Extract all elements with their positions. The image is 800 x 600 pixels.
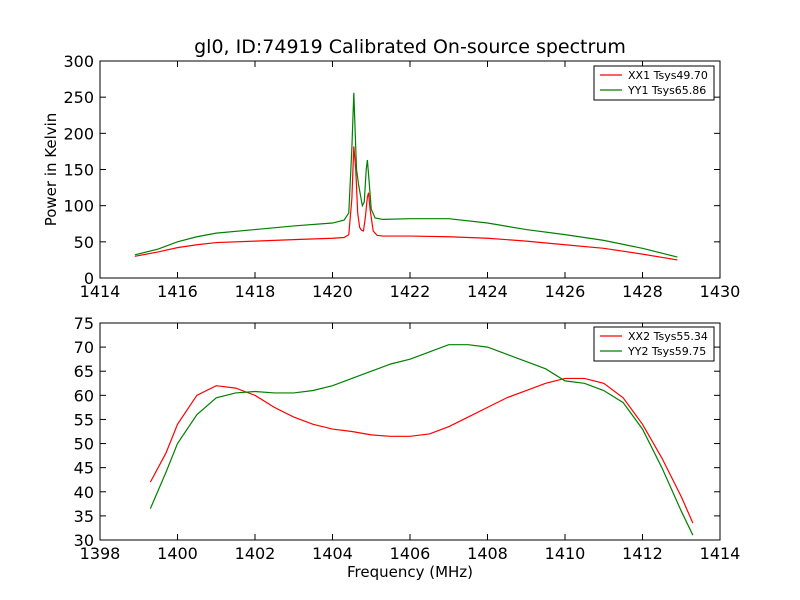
y-tick-label: 65 <box>74 362 94 381</box>
series-line-xx2 <box>149 377 694 524</box>
x-tick-label: 1400 <box>157 544 198 563</box>
x-tick-label: 1428 <box>622 282 663 301</box>
legend-entry: YY2 Tsys59.75 <box>627 345 706 358</box>
x-tick-label: 1402 <box>235 544 276 563</box>
x-tick-label: 1422 <box>390 282 431 301</box>
x-tick-label: 1430 <box>700 282 741 301</box>
x-tick-label: 1398 <box>80 544 121 563</box>
y-tick-label: 30 <box>74 531 94 550</box>
figure-title: gl0, ID:74919 Calibrated On-source spect… <box>194 36 626 58</box>
top-panel: 1414 1416 1418 1420 1422 1424 1426 1428 1430 0 50 1… <box>42 52 740 301</box>
x-tick-label: 1410 <box>545 544 586 563</box>
legend-entry: XX1 Tsys49.70 <box>628 69 708 82</box>
y-tick-label: 200 <box>63 124 94 143</box>
x-tick-label: 1404 <box>312 544 353 563</box>
y-tick-label: 55 <box>74 410 94 429</box>
y-tick-label: 70 <box>74 338 94 357</box>
x-tick-label: 1408 <box>467 544 508 563</box>
legend-box <box>593 65 715 101</box>
legend-entry: YY1 Tsys65.86 <box>627 84 706 97</box>
y-tick-label: 60 <box>74 386 94 405</box>
y-tick-label: 40 <box>74 483 94 502</box>
y-tick-label: 50 <box>74 233 94 252</box>
y-tick-label: 100 <box>63 197 94 216</box>
x-axis-label: Frequency (MHz) <box>347 563 473 581</box>
y-tick-label: 250 <box>63 88 94 107</box>
y-tick-label: 75 <box>74 314 94 333</box>
x-tick-label: 1424 <box>467 282 508 301</box>
legend-box <box>593 326 715 362</box>
y-tick-label: 50 <box>74 435 94 454</box>
x-tick-label: 1414 <box>700 544 741 563</box>
series-line-xx1 <box>134 146 678 261</box>
y-tick-label: 150 <box>63 161 94 180</box>
y-tick-label: 45 <box>74 459 94 478</box>
legend-entry: XX2 Tsys55.34 <box>628 330 708 343</box>
series-line-yy2 <box>149 344 694 536</box>
x-tick-label: 1412 <box>622 544 663 563</box>
bottom-panel: 1398 1400 1402 1404 1406 1408 1410 1412 1414 30 35… <box>74 314 741 581</box>
x-tick-label: 1416 <box>157 282 198 301</box>
y-tick-label: 35 <box>74 507 94 526</box>
x-tick-label: 1426 <box>545 282 586 301</box>
x-tick-label: 1406 <box>390 544 431 563</box>
x-tick-label: 1418 <box>235 282 276 301</box>
series-line-yy1 <box>134 92 678 258</box>
x-tick-label: 1420 <box>312 282 353 301</box>
x-tick-label: 1414 <box>80 282 121 301</box>
y-axis-label: Power in Kelvin <box>42 113 60 227</box>
y-tick-label: 300 <box>63 52 94 71</box>
y-tick-label: 0 <box>84 269 94 288</box>
